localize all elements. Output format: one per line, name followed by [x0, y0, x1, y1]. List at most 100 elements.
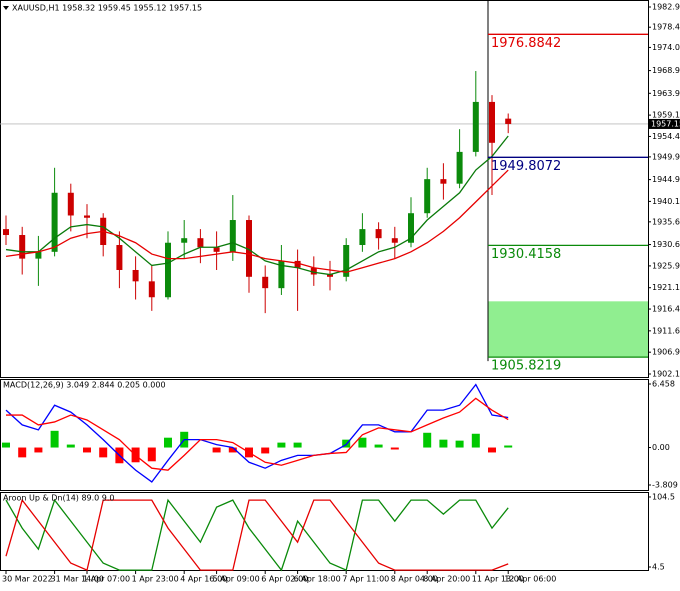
main-panel — [0, 0, 649, 378]
candle-body — [262, 276, 269, 289]
x-tick-label: 11 Apr 13:00 — [472, 575, 524, 584]
macd-histogram-bar — [423, 432, 432, 448]
candle-body — [440, 179, 447, 184]
macd-histogram-bar — [164, 437, 172, 448]
y-tick-label: 1954.40 — [652, 132, 680, 141]
candle-body — [278, 260, 285, 289]
candle-body — [359, 229, 366, 246]
candle-body — [197, 238, 204, 248]
candle-body — [505, 118, 512, 124]
level-label: 1930.4158 — [491, 247, 561, 262]
macd-histogram-bar — [277, 442, 286, 448]
y-tick-label: 1974.00 — [652, 43, 680, 52]
macd-histogram-bar — [50, 430, 59, 448]
x-tick-label: 31 Mar 14:00 — [51, 575, 104, 584]
macd-histogram-bar — [439, 439, 448, 448]
macd-histogram-bar — [34, 447, 43, 453]
candle-body — [408, 213, 414, 243]
candle-body — [246, 220, 252, 277]
y-tick-label: 1935.60 — [652, 217, 680, 226]
x-tick-label: 6 Apr 18:00 — [294, 575, 341, 584]
candle-body — [3, 229, 9, 236]
level-label: 1905.8219 — [491, 359, 561, 374]
indicator-line — [5, 383, 509, 483]
y-tick-label: 1911.60 — [652, 326, 680, 335]
candle-body — [489, 101, 495, 143]
candle-body — [294, 260, 301, 268]
y-tick-label: 1982.90 — [652, 2, 680, 11]
candle-body — [391, 238, 398, 243]
price-tag — [648, 118, 680, 129]
macd-histogram-bar — [18, 447, 27, 458]
x-tick-label: 8 Apr 04:00 — [391, 575, 438, 584]
aroon-panel — [0, 492, 649, 571]
y-tick-label: 1921.10 — [652, 283, 680, 292]
macd-histogram-bar — [2, 442, 10, 448]
indicator-line — [6, 397, 509, 471]
level-label: 1976.8842 — [491, 36, 561, 51]
macd-histogram-bar — [293, 442, 302, 448]
candle-body — [67, 192, 74, 216]
x-tick-label: 7 Apr 11:00 — [342, 575, 389, 584]
macd-panel — [0, 379, 649, 491]
chart-title: XAUUSD,H1 1958.32 1959.45 1955.12 1957.1… — [12, 4, 202, 13]
y-tick-label: 1916.40 — [652, 305, 680, 314]
macd-histogram-bar — [471, 433, 480, 448]
indicator-line — [5, 498, 509, 572]
candle-body — [424, 179, 431, 214]
macd-histogram-bar — [374, 444, 383, 448]
y-tick-label: 6.458 — [652, 379, 675, 388]
x-tick-label: 30 Mar 2022 — [2, 575, 53, 584]
candle-body — [181, 238, 188, 243]
indicator-title: MACD(12,26,9) 3.049 2.844 0.205 0.000 — [3, 381, 166, 390]
candle-body — [19, 235, 26, 259]
y-tick-label: 1930.60 — [652, 240, 680, 249]
macd-histogram-bar — [261, 447, 270, 454]
indicator-line — [5, 498, 509, 572]
macd-histogram-bar — [99, 447, 108, 458]
y-tick-label: 1968.90 — [652, 66, 680, 75]
y-tick-label: 1925.90 — [652, 261, 680, 270]
candle-body — [310, 267, 317, 275]
macd-histogram-bar — [228, 447, 237, 453]
candle-body — [165, 242, 171, 298]
macd-histogram-bar — [488, 447, 496, 453]
macd-histogram-bar — [358, 437, 367, 448]
y-tick-label: 1940.10 — [652, 197, 680, 206]
candle-body — [35, 251, 42, 259]
y-tick-label: 1906.90 — [652, 348, 680, 357]
candle-body — [84, 215, 90, 218]
macd-histogram-bar — [83, 447, 91, 453]
candle-body — [132, 269, 139, 282]
candle-body — [213, 247, 220, 252]
y-tick-label: 1959.10 — [652, 111, 680, 120]
candle-body — [343, 245, 350, 277]
y-tick-label: 1949.90 — [652, 152, 680, 161]
macd-histogram-bar — [147, 447, 156, 462]
candle-body — [327, 274, 333, 277]
indicator-line — [5, 169, 509, 273]
target-zone — [488, 301, 648, 358]
indicator-title: Aroon Up & Dn(14) 89.0 9.0 — [3, 494, 115, 503]
candle-body — [51, 192, 58, 252]
y-tick-label: 104.5 — [652, 492, 675, 501]
x-tick-label: 1 Apr 07:00 — [83, 575, 130, 584]
candle-body — [148, 281, 155, 298]
y-tick-label: 1944.90 — [652, 175, 680, 184]
candle-body — [456, 151, 463, 184]
y-tick-label: 1963.90 — [652, 89, 680, 98]
x-tick-label: 4 Apr 16:00 — [180, 575, 227, 584]
macd-histogram-bar — [455, 440, 464, 448]
level-label: 1949.8072 — [491, 159, 561, 174]
macd-histogram-bar — [66, 444, 75, 448]
indicator-line — [5, 135, 509, 276]
candle-body — [472, 101, 479, 152]
macd-histogram-bar — [212, 447, 221, 453]
candle-body — [229, 220, 236, 252]
x-tick-label: 8 Apr 20:00 — [423, 575, 470, 584]
price-tag-label: 1957.15 — [651, 119, 680, 128]
candle-body — [116, 245, 123, 270]
y-tick-label: -3.809 — [652, 481, 678, 490]
x-tick-label: 6 Apr 02:00 — [261, 575, 308, 584]
